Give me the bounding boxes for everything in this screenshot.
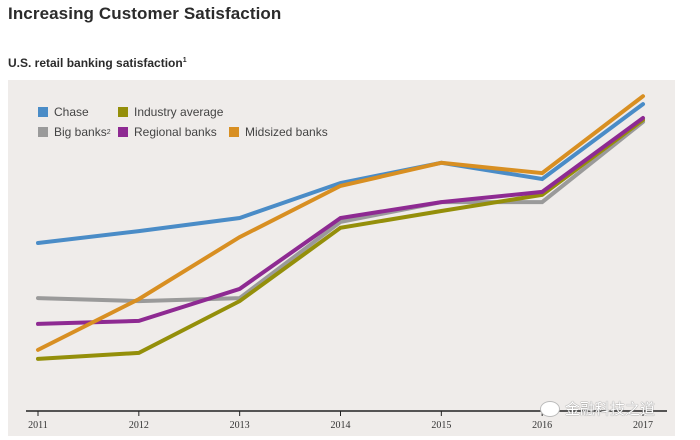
legend-label: Big banks [54, 125, 107, 139]
legend-swatch [118, 127, 128, 137]
legend-label: Chase [54, 105, 89, 119]
subtitle-text: U.S. retail banking satisfaction [8, 56, 183, 70]
x-tick-label: 2017 [633, 420, 653, 431]
legend-item-big-banks: Big banks 2 [38, 125, 111, 139]
legend-item-industry-average: Industry average [118, 105, 223, 119]
series-line-midsized-banks [36, 94, 645, 352]
legend-item-midsized-banks: Midsized banks [229, 125, 328, 139]
x-tick-label: 2011 [28, 420, 48, 431]
series-line-big-banks [36, 119, 645, 304]
legend-label: Regional banks [134, 125, 217, 139]
series-line-regional-banks [36, 116, 645, 326]
watermark: 金融科技之道 [540, 398, 655, 419]
series-line-chase [36, 102, 645, 245]
wechat-icon [540, 400, 560, 417]
page-title: Increasing Customer Satisfaction [8, 4, 282, 23]
watermark-text: 金融科技之道 [565, 401, 656, 418]
x-tick-label: 2012 [129, 420, 149, 431]
x-tick-label: 2013 [230, 420, 250, 431]
legend-swatch [38, 127, 48, 137]
series-line-industry-average [36, 117, 645, 361]
legend-item-regional-banks: Regional banks [118, 125, 217, 139]
chart-panel [8, 80, 675, 436]
chart-subtitle: U.S. retail banking satisfaction1 [8, 56, 187, 70]
legend-swatch [38, 107, 48, 117]
legend-label: Industry average [134, 105, 224, 119]
x-tick-label: 2014 [331, 420, 351, 431]
x-axis-ticks: 2011 2012 2013 2014 2015 2016 2017 [28, 411, 653, 431]
x-tick-label: 2016 [532, 420, 552, 431]
series-lines [36, 94, 645, 361]
subtitle-footnote: 1 [182, 57, 187, 64]
legend-item-chase: Chase [38, 105, 89, 119]
legend-swatch [229, 127, 239, 137]
x-tick-label: 2015 [431, 420, 451, 431]
legend-footnote: 2 [106, 128, 111, 136]
legend-label: Midsized banks [245, 125, 328, 139]
legend-swatch [118, 107, 128, 117]
